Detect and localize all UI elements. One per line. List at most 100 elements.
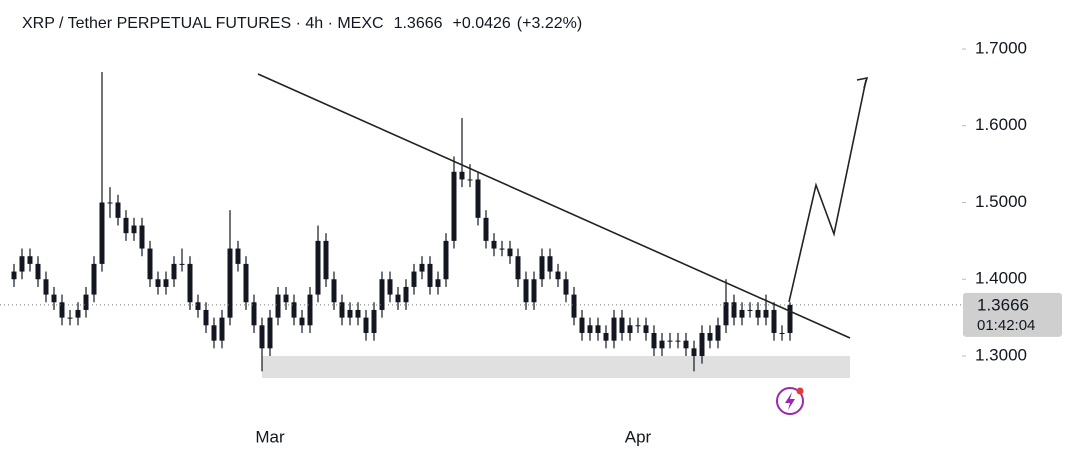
candle-body: [467, 179, 473, 181]
candle-body: [275, 294, 281, 318]
candle-body: [779, 332, 785, 334]
candle-body: [627, 325, 633, 333]
candle-body: [67, 317, 73, 319]
candle-body: [211, 325, 217, 341]
candle-body: [235, 248, 241, 264]
candle-body: [195, 302, 201, 310]
candle-body: [715, 325, 721, 341]
projection-arrowhead: [856, 76, 869, 89]
candle-body: [747, 309, 753, 311]
candle-body: [595, 325, 601, 333]
countdown-label: 01:42:04: [977, 317, 1035, 334]
last-price: 1.3666: [394, 15, 443, 32]
plot-area: 1.3000 1.4000 1.5000 1.6000 1.7000 Mar Apr 1.36…: [0, 38, 1062, 446]
candle-body: [659, 340, 665, 349]
candle-body: [363, 317, 369, 333]
candle-body: [579, 317, 585, 333]
candle-body: [555, 271, 561, 280]
candle-body: [499, 248, 505, 250]
candle-body: [611, 317, 617, 341]
candle-body: [475, 179, 481, 218]
candle-body: [203, 309, 209, 326]
candle-body: [147, 248, 153, 280]
candle-body: [691, 348, 697, 357]
candle-body: [139, 225, 145, 249]
y-tick-label: 1.5000: [975, 192, 1027, 211]
y-tick-label: 1.4000: [975, 269, 1027, 288]
candle-body: [739, 309, 745, 318]
candle-body: [243, 263, 249, 303]
candle-body: [731, 302, 737, 318]
candle-body: [267, 317, 273, 349]
last-price-box: [963, 292, 1062, 337]
candle-body: [43, 279, 49, 295]
candle-body: [411, 271, 417, 287]
candle-body: [251, 302, 257, 326]
candle-body: [179, 263, 185, 265]
lightning-icon: [776, 387, 804, 415]
candle-body: [339, 302, 345, 318]
candle-body: [107, 202, 113, 204]
candle-body: [371, 309, 377, 333]
candle-body: [443, 240, 449, 280]
candle-body: [707, 332, 713, 341]
candle-body: [219, 317, 225, 341]
candle-body: [83, 294, 89, 310]
candle-body: [379, 279, 385, 310]
candle-body: [395, 294, 401, 303]
candle-body: [75, 309, 81, 318]
projection-path: [788, 79, 867, 303]
candle-body: [11, 271, 17, 280]
candle-body: [787, 304, 793, 333]
candle-body: [331, 279, 337, 303]
candle-body: [667, 340, 673, 342]
candle-body: [763, 309, 769, 318]
candle-body: [547, 256, 553, 272]
candle-body: [643, 325, 649, 333]
candle-body: [51, 294, 57, 303]
candle-body: [675, 340, 681, 342]
candle-body: [619, 317, 625, 333]
candle-body: [771, 309, 777, 333]
candle-body: [483, 217, 489, 241]
candle-body: [227, 248, 233, 318]
candle-body: [99, 202, 105, 264]
candle-body: [683, 340, 689, 349]
candle-body: [755, 309, 761, 318]
candle-body: [539, 256, 545, 280]
candle-body: [571, 294, 577, 318]
last-price-label: 1.3666: [977, 295, 1029, 314]
candle-body: [491, 240, 497, 249]
candle-body: [435, 279, 441, 287]
candle-body: [19, 256, 25, 272]
support-zone: [262, 356, 850, 379]
x-tick-label: Apr: [625, 427, 652, 446]
candle-body: [171, 263, 177, 280]
candle-body: [131, 225, 137, 234]
candle-body: [531, 279, 537, 303]
candle-body: [515, 256, 521, 280]
candle-body: [91, 263, 97, 295]
candle-body: [187, 263, 193, 303]
price-change: +0.0426: [453, 15, 511, 32]
candle-body: [259, 325, 265, 349]
price-change-pct: (+3.22%): [517, 15, 582, 32]
candle-body: [419, 263, 425, 272]
candle-body: [307, 294, 313, 326]
y-tick-label: 1.7000: [975, 38, 1027, 57]
candle-body: [387, 279, 393, 295]
chart-header: XRP / Tether PERPETUAL FUTURES · 4h · ME…: [22, 15, 582, 32]
candle-body: [427, 263, 433, 287]
candle-body: [115, 202, 121, 218]
candle-body: [523, 279, 529, 303]
candle-body: [155, 279, 161, 287]
candle-body: [699, 332, 705, 357]
candle-body: [323, 240, 329, 280]
candle-body: [27, 256, 33, 264]
chart-title: XRP / Tether PERPETUAL FUTURES · 4h · ME…: [22, 15, 384, 32]
candle-body: [507, 248, 513, 257]
candle-body: [603, 332, 609, 341]
candle-body: [123, 217, 129, 234]
candle-body: [587, 325, 593, 333]
